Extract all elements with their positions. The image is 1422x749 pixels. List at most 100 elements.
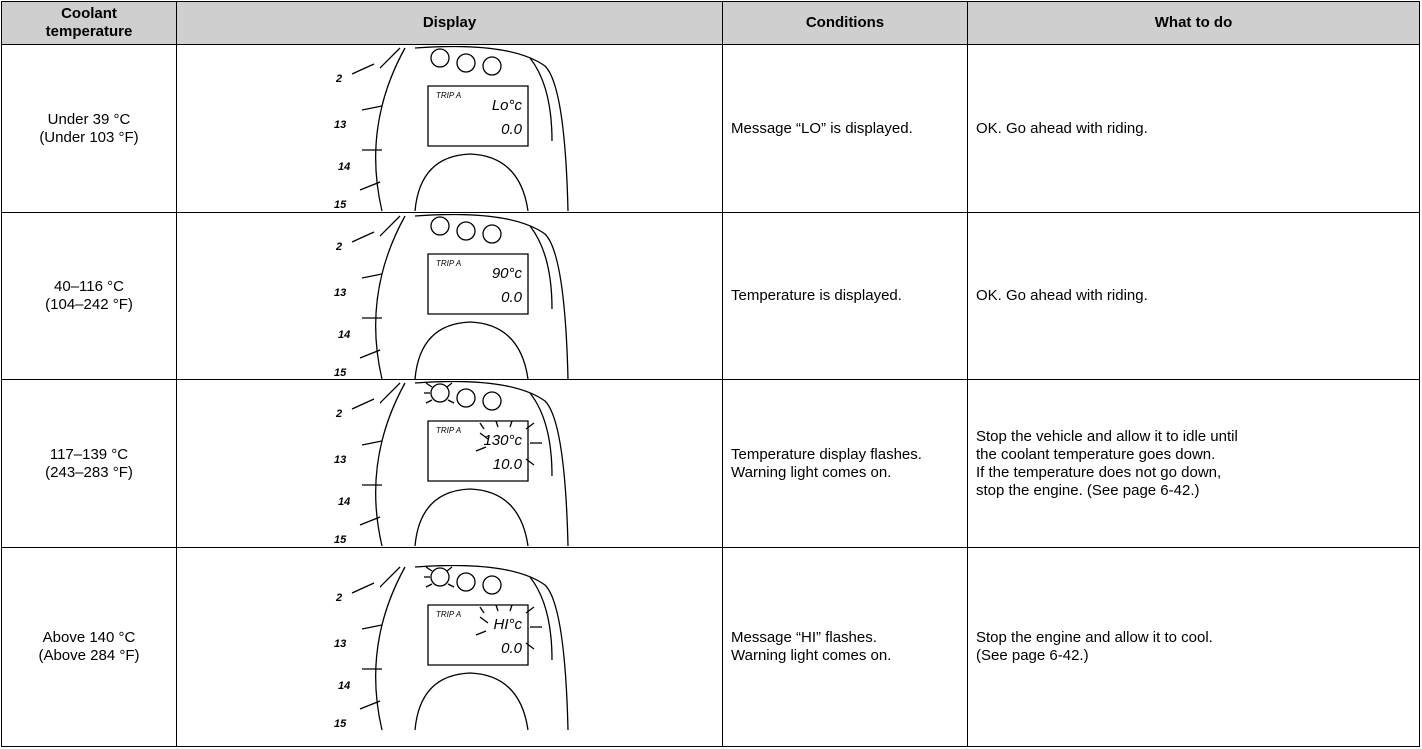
scale-label: 15 xyxy=(334,534,347,546)
housing-inner xyxy=(528,57,553,142)
indicator-icon xyxy=(481,574,502,595)
text-line: OK. Go ahead with riding. xyxy=(976,119,1148,137)
scale-label: 14 xyxy=(338,496,350,508)
lcd-frame xyxy=(426,85,529,147)
gauge-arc xyxy=(374,47,406,211)
lcd-trip: TRIP A xyxy=(436,259,461,268)
display-cell: 2 13 14 15 TRIP A 130°c 10.0 xyxy=(176,379,723,548)
conditions-cell: Message “HI” flashes. Warning light comes… xyxy=(722,547,968,747)
lcd-reading: HI°c xyxy=(493,616,522,633)
text-line: (Under 103 °F) xyxy=(39,128,139,146)
flash-ray xyxy=(508,604,513,611)
text-line: Warning light comes on. xyxy=(731,463,892,481)
dial xyxy=(413,320,529,379)
action-cell: OK. Go ahead with riding. xyxy=(967,44,1420,213)
scale-tick xyxy=(351,398,374,410)
flash-ray xyxy=(525,422,534,430)
lcd-reading: Lo°c xyxy=(491,97,522,114)
dial xyxy=(413,671,529,730)
dial xyxy=(413,153,529,211)
text-line: Message “HI” flashes. xyxy=(731,629,877,646)
text-line: the coolant temperature goes down. xyxy=(976,445,1216,463)
indicator-icon xyxy=(429,48,450,68)
scale-label: 2 xyxy=(335,592,342,604)
scale-label: 15 xyxy=(334,199,347,211)
lcd-frame xyxy=(426,420,529,482)
scale-label: 15 xyxy=(334,718,347,730)
flash-ray xyxy=(425,382,432,388)
flash-ray xyxy=(475,446,486,452)
flash-ray xyxy=(494,420,499,428)
header-cell: Conditions xyxy=(722,1,968,45)
text-line: Temperature display flashes. xyxy=(731,445,922,463)
scale-tick xyxy=(359,181,380,191)
scale-label: 2 xyxy=(335,73,342,85)
gauge-arc xyxy=(374,566,406,730)
temperature-cell: Above 140 °C (Above 284 °F) xyxy=(1,547,177,747)
housing-inner xyxy=(528,225,553,309)
meter-illustration: 2 13 14 15 TRIP A Lo°c 0.0 xyxy=(334,46,569,211)
text-line: stop the engine. (See page 6-42.) xyxy=(976,481,1200,499)
conditions-cell: Temperature is displayed. xyxy=(722,212,968,380)
text-line: Stop the engine and allow it to cool. xyxy=(976,629,1213,646)
text-line: If the temperature does not go down, xyxy=(976,463,1222,481)
housing xyxy=(414,213,569,379)
scale-label: 2 xyxy=(335,408,342,420)
text-line: Temperature is displayed. xyxy=(731,287,902,304)
scale-tick xyxy=(351,230,374,243)
scale-label: 2 xyxy=(335,241,342,253)
text-line: (243–283 °F) xyxy=(45,463,133,481)
header-cell: What to do xyxy=(967,1,1420,45)
dial xyxy=(413,488,529,546)
text-line: (Above 284 °F) xyxy=(38,647,140,664)
indicator-icon xyxy=(429,383,450,403)
text-line: (104–242 °F) xyxy=(45,296,133,313)
text-line: OK. Go ahead with riding. xyxy=(976,287,1148,304)
table-row: 40–116 °C (104–242 °F) 2 13 14 15 TRIP A 90°c 0.… xyxy=(1,212,1420,380)
scale-label: 13 xyxy=(334,119,346,131)
meter-illustration: 2 13 14 15 TRIP A HI°c 0.0 xyxy=(334,564,569,730)
gauge-arc xyxy=(374,215,406,379)
scale-label: 14 xyxy=(338,161,350,173)
scale-tick xyxy=(361,272,382,279)
housing xyxy=(414,46,569,211)
flash-ray xyxy=(447,399,454,404)
scale-label: 13 xyxy=(334,287,346,299)
flash-ray xyxy=(479,432,488,440)
text-line: Message “LO” is displayed. xyxy=(731,119,913,137)
header-cell: Coolant temperature xyxy=(1,1,177,45)
flash-ray xyxy=(478,606,485,613)
lcd-frame xyxy=(426,603,529,666)
scale-label: 15 xyxy=(334,367,347,379)
header-cell: Display xyxy=(176,1,723,45)
scale-tick xyxy=(379,566,400,587)
text-line: Warning light comes on. xyxy=(731,647,892,664)
scale-tick xyxy=(379,47,400,69)
flash-ray xyxy=(446,565,452,572)
meter-illustration: 2 13 14 15 TRIP A 130°c 10.0 xyxy=(334,381,569,546)
housing xyxy=(414,381,569,546)
indicator-icon xyxy=(429,215,450,236)
gauge-arc xyxy=(374,382,406,546)
scale-tick xyxy=(359,516,380,526)
header-row: Coolant temperature Display Conditions Wh… xyxy=(1,1,1420,45)
temperature-cell: 117–139 °C (243–283 °F) xyxy=(1,379,177,548)
indicator-icon xyxy=(455,388,476,408)
scale-tick xyxy=(361,440,382,446)
action-cell: Stop the engine and allow it to cool. (Se… xyxy=(967,547,1420,747)
scale-label: 14 xyxy=(338,680,350,692)
flash-ray xyxy=(525,641,534,650)
lcd-odometer: 10.0 xyxy=(492,456,522,473)
scale-label: 13 xyxy=(334,454,346,466)
table-body: Under 39 °C (Under 103 °F) 2 13 14 15 TRIP A Lo… xyxy=(1,44,1420,747)
lcd-odometer: 0.0 xyxy=(501,289,523,306)
display-cell: 2 13 14 15 TRIP A 90°c 0.0 xyxy=(176,212,723,380)
scale-label: 13 xyxy=(334,638,346,650)
lcd-odometer: 0.0 xyxy=(501,121,523,138)
flash-ray xyxy=(425,399,432,404)
flash-ray xyxy=(475,629,486,636)
flash-ray xyxy=(494,604,499,611)
flash-ray xyxy=(447,582,454,588)
